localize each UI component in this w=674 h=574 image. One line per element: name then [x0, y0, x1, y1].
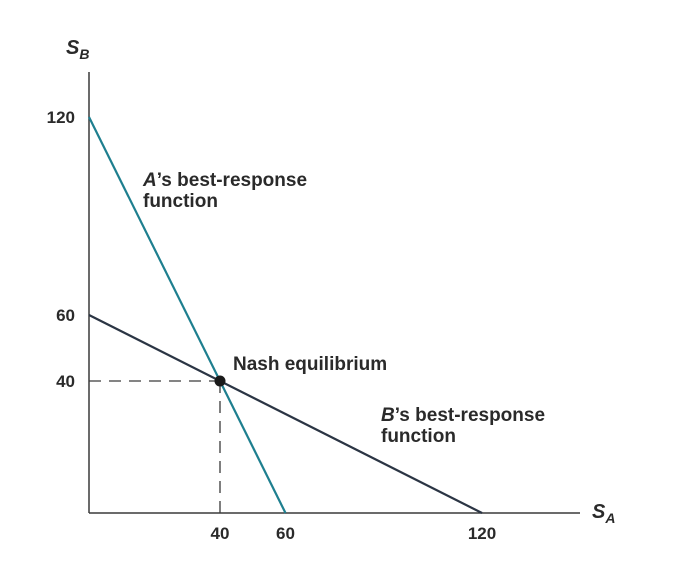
- y-tick-label-120: 120: [47, 108, 75, 127]
- a-best-response-line: [88, 116, 287, 514]
- x-axis-label-var: S: [592, 501, 606, 523]
- b-best-response-label-line2: function: [381, 426, 456, 447]
- y-tick-label-40: 40: [56, 372, 75, 391]
- x-tick-label-60: 60: [276, 524, 295, 543]
- nash-equilibrium-point: [214, 375, 226, 387]
- a-best-response-label: A’s best-response: [142, 170, 307, 191]
- y-axis-label: SB: [66, 37, 89, 62]
- x-axis-label: SA: [592, 501, 615, 526]
- b-best-response-label-var: B: [381, 405, 395, 426]
- y-axis-label-var: S: [66, 37, 80, 59]
- x-axis-label-sub: A: [604, 510, 615, 526]
- x-tick-label-120: 120: [468, 524, 496, 543]
- x-tick-label-40: 40: [211, 524, 230, 543]
- b-best-response-line: [88, 314, 483, 514]
- nash-equilibrium-label: Nash equilibrium: [233, 354, 387, 375]
- a-best-response-label-line2: function: [143, 191, 218, 212]
- b-best-response-label-rest: ’s best-response: [395, 405, 545, 426]
- y-tick-label-60: 60: [56, 306, 75, 325]
- a-best-response-label-rest: ’s best-response: [157, 170, 307, 191]
- y-axis-label-sub: B: [79, 46, 89, 62]
- a-best-response-label-var: A: [142, 170, 157, 191]
- b-best-response-label: B’s best-response: [381, 405, 545, 426]
